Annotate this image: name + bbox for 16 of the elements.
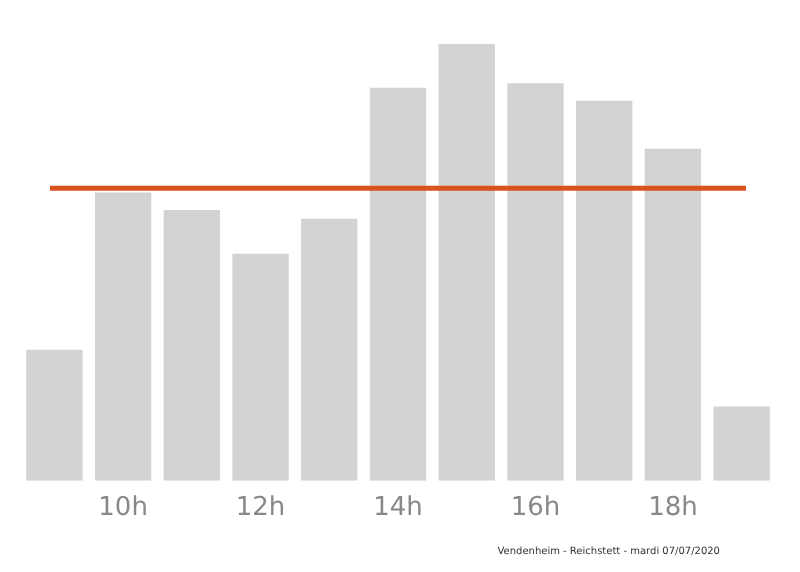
bar <box>94 192 152 481</box>
x-tick-label: 14h <box>373 493 423 524</box>
x-tick-label: 12h <box>235 493 286 524</box>
bar <box>507 83 564 481</box>
bar <box>26 349 83 481</box>
bar <box>644 148 702 481</box>
bar <box>576 100 633 481</box>
x-tick-label: 10h <box>98 493 148 524</box>
bar <box>163 209 220 481</box>
x-tick-label: 16h <box>510 493 561 524</box>
bar <box>369 87 427 481</box>
bar <box>301 218 358 481</box>
bar <box>438 44 495 481</box>
bar <box>232 253 289 481</box>
x-tick-label: 18h <box>648 493 698 524</box>
bar <box>713 406 770 481</box>
